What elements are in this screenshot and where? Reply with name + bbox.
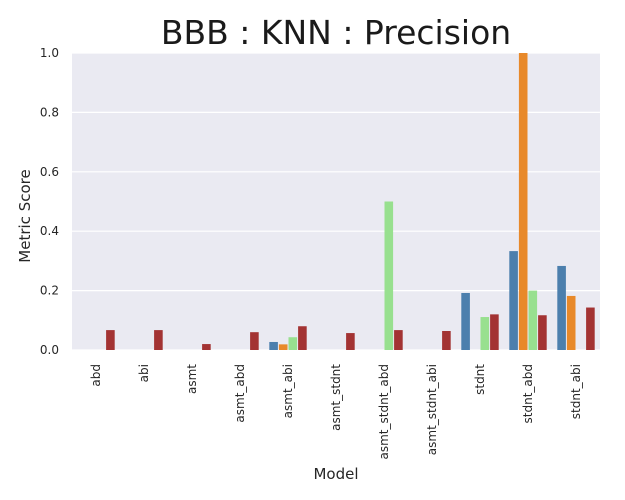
bar-stdnt_abi-s1 [557,265,566,350]
bar-stdnt_abi-s4 [586,307,595,350]
bar-abd-s4 [106,330,115,350]
bar-stdnt-s4 [490,314,499,350]
x-tick-label: abd [89,364,103,387]
bar-asmt_abi-s2 [278,344,288,350]
y-tick-label: 0.8 [40,105,59,119]
y-tick-label: 0.2 [40,284,59,298]
x-tick-label: asmt_stdnt_abi [425,364,439,455]
x-tick-label: asmt [185,364,199,394]
bar-stdnt_abd-s4 [538,315,547,350]
x-axis-ticks: abd abi asmt asmt_abd asmt_abi asmt_stdnt asmt… [89,364,583,460]
x-tick-label: asmt_stdnt_abd [377,364,391,459]
bar-stdnt-s1 [461,292,470,350]
x-tick-label: asmt_abi [281,364,295,418]
y-tick-label: 1.0 [40,46,59,60]
y-axis-label: Metric Score [16,169,34,262]
bar-asmt_stdnt_abi-s4 [442,330,451,350]
y-tick-label: 0.6 [40,165,59,179]
bar-stdnt_abd-s3 [528,290,538,350]
y-tick-label: 0.4 [40,224,59,238]
bar-asmt_stdnt_abd-s3 [384,201,394,350]
bar-stdnt_abd-s1 [509,251,518,350]
bar-abi-s4 [154,330,163,350]
bar-stdnt_abd-s2 [518,53,528,350]
bar-asmt_abi-s4 [298,326,307,350]
x-tick-label: stdnt [473,364,487,395]
y-tick-label: 0.0 [40,343,59,357]
bars [106,53,595,350]
x-tick-label: stdnt_abi [569,364,583,419]
x-tick-label: asmt_stdnt [329,364,343,431]
bar-asmt_stdnt_abd-s4 [394,330,403,350]
bar-asmt_abi-s3 [288,337,298,350]
bar-stdnt-s3 [480,317,490,350]
x-tick-label: asmt_abd [233,364,247,423]
chart-title: BBB : KNN : Precision [161,13,511,52]
y-axis-ticks: 0.0 0.2 0.4 0.6 0.8 1.0 [40,46,59,357]
bar-asmt_stdnt-s4 [346,333,355,350]
bar-asmt_abi-s1 [269,341,278,350]
bar-asmt_abd-s4 [250,332,259,350]
x-tick-label: stdnt_abd [521,364,535,423]
bar-asmt-s4 [202,344,211,350]
bar-stdnt_abi-s2 [566,295,576,350]
x-axis-label: Model [313,465,358,483]
x-tick-label: abi [137,364,151,382]
